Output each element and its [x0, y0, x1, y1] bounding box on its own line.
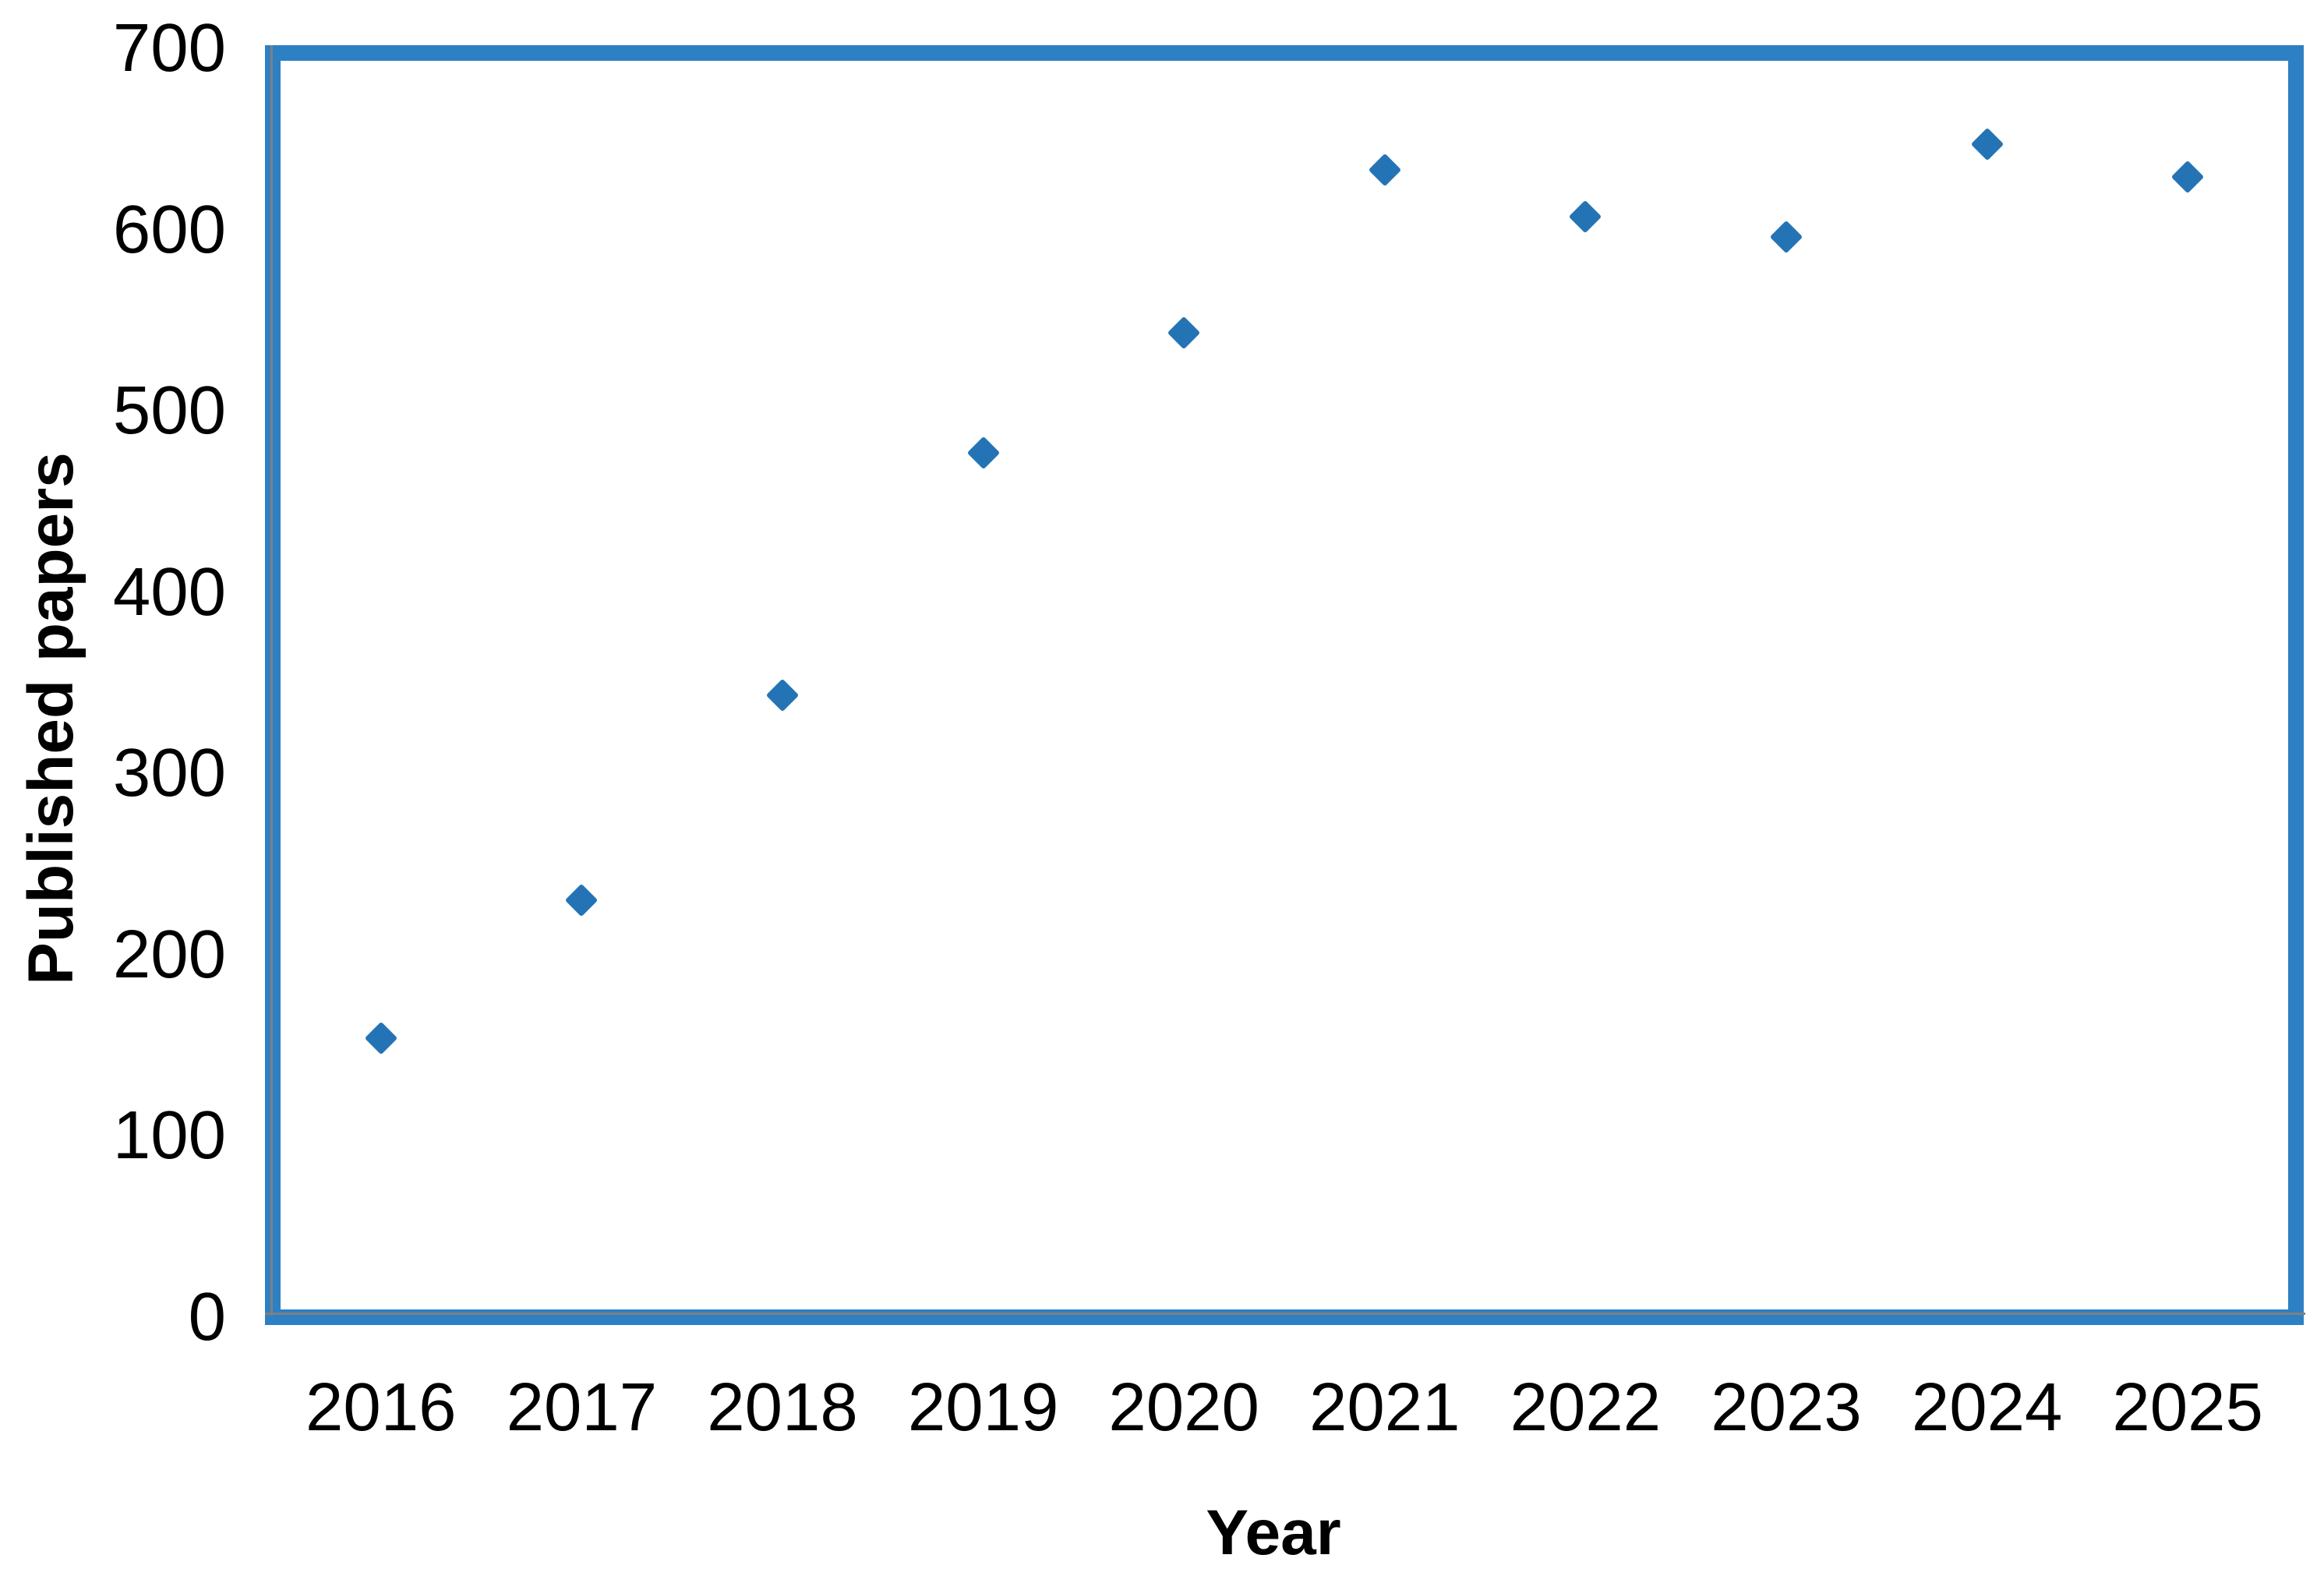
x-tick-label-2020: 2020 [1108, 1369, 1259, 1445]
x-tick-label-2025: 2025 [2112, 1369, 2263, 1445]
x-tick-label-2017: 2017 [506, 1369, 658, 1445]
x-tick-label-2022: 2022 [1510, 1369, 1662, 1445]
y-tick-label-400: 400 [112, 553, 226, 630]
x-tick-label-2018: 2018 [707, 1369, 858, 1445]
y-tick-label-100: 100 [112, 1097, 226, 1174]
y-tick-label-600: 600 [112, 191, 226, 267]
y-tick-label-700: 700 [112, 10, 226, 86]
y-axis-line [270, 45, 273, 1316]
x-tick-label-2021: 2021 [1309, 1369, 1460, 1445]
x-tick-label-2023: 2023 [1711, 1369, 1862, 1445]
plot-area-frame [265, 45, 2304, 1325]
y-axis-title: Published papers [16, 452, 87, 985]
x-tick-label-2019: 2019 [907, 1369, 1059, 1445]
x-axis-title: Year [1206, 1497, 1341, 1568]
y-tick-label-500: 500 [112, 373, 226, 449]
x-axis-line [265, 1313, 2305, 1315]
x-tick-label-2016: 2016 [306, 1369, 457, 1445]
y-tick-label-300: 300 [112, 735, 226, 811]
y-tick-label-200: 200 [112, 916, 226, 992]
x-tick-label-2024: 2024 [1911, 1369, 2063, 1445]
y-tick-label-0: 0 [188, 1279, 226, 1355]
